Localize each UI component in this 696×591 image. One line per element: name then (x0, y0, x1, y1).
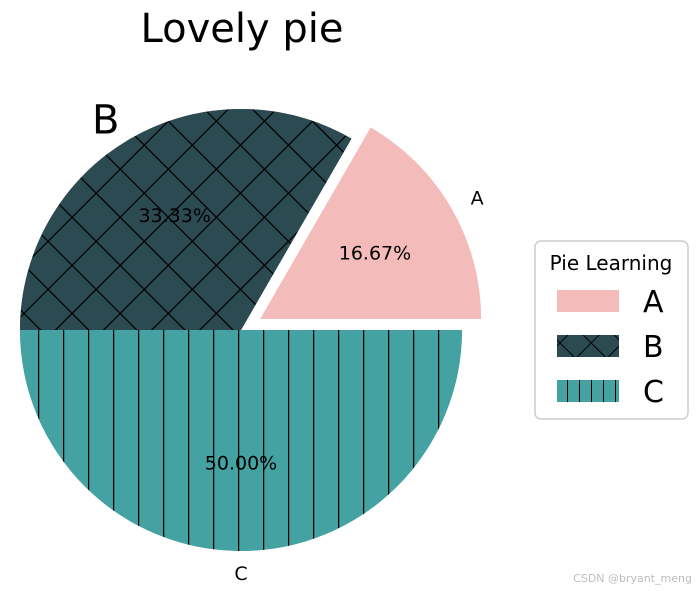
watermark: CSDN @bryant_meng (573, 572, 692, 585)
percent-label-b: 33.33% (138, 205, 210, 227)
slice-labels: A B C (92, 97, 484, 585)
chart-title: Lovely pie (141, 6, 344, 52)
pie-slice-hatch-c (20, 330, 462, 551)
pie-slice-a (260, 127, 482, 319)
legend-frame (534, 240, 689, 420)
pie-slice-hatch-b (20, 108, 352, 330)
percent-labels: 16.67% 33.33% 50.00% (138, 205, 411, 474)
legend-title: Pie Learning (550, 251, 673, 275)
slice-label-b: B (92, 97, 119, 143)
legend-label-a: A (643, 285, 664, 320)
percent-label-c: 50.00% (205, 453, 277, 475)
pie-slices (20, 108, 482, 551)
legend: Pie Learning ABC (534, 240, 689, 420)
slice-label-a: A (471, 187, 484, 209)
legend-swatch-hatch-c (557, 380, 619, 402)
legend-entries: ABC (557, 285, 664, 410)
slice-label-c: C (234, 563, 247, 585)
legend-swatch-a (557, 290, 619, 312)
legend-swatch-hatch-b (557, 335, 619, 357)
legend-label-b: B (643, 330, 664, 365)
legend-label-c: C (643, 375, 664, 410)
percent-label-a: 16.67% (339, 243, 411, 265)
